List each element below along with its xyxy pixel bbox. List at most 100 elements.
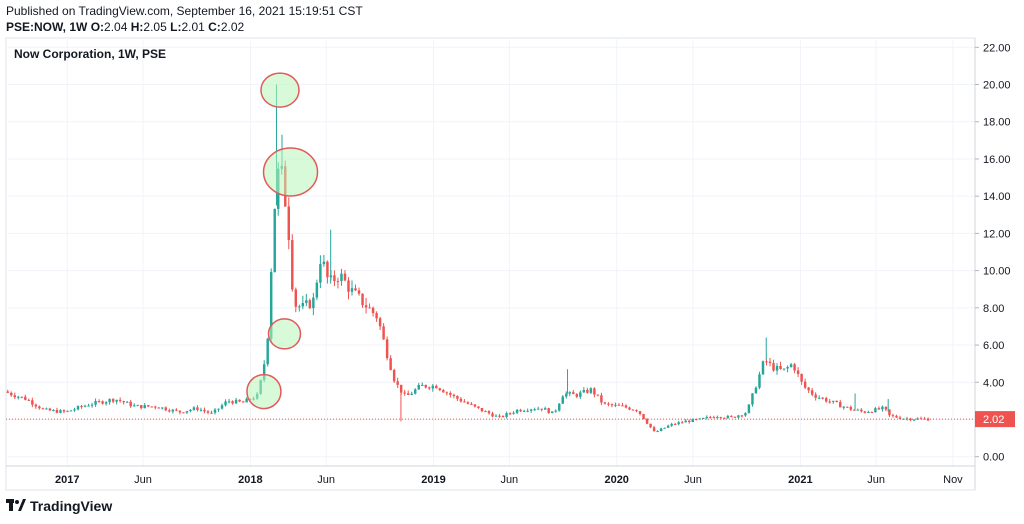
candle-body (673, 423, 677, 425)
time-tick-label: 2018 (238, 474, 262, 486)
time-tick-label: 2017 (55, 474, 79, 486)
symbol-timeframe: PSE:NOW, 1W (6, 20, 88, 34)
candle-body (118, 399, 122, 402)
candle-body (747, 404, 751, 414)
candle-body (614, 404, 617, 406)
candle-body (382, 326, 385, 340)
price-tick-label: 16.00 (983, 154, 1011, 166)
candle-body (909, 418, 912, 421)
candle-body (494, 415, 498, 417)
highlights-layer (246, 72, 319, 410)
candle-body (730, 415, 733, 417)
candle-body (751, 393, 754, 405)
candle-body (519, 409, 522, 412)
candle-body (565, 393, 568, 397)
candle-body (533, 409, 536, 411)
candle-body (438, 388, 442, 391)
price-tick-label: 8.00 (983, 303, 1004, 315)
candle-body (635, 410, 638, 412)
candle-body (199, 409, 203, 411)
candle-body (926, 418, 930, 421)
candle-body (863, 411, 867, 413)
candle-body (122, 401, 125, 403)
candle-body (62, 410, 66, 412)
candle-body (463, 401, 466, 403)
candle-body (624, 405, 628, 408)
candle-body (839, 402, 842, 408)
candle-body (744, 413, 747, 416)
price-axis[interactable]: 22.00 20.00 18.00 16.00 14.00 12.00 10.00 8.00 6… (975, 42, 1011, 464)
candle-body (540, 408, 543, 410)
candle-body (912, 419, 916, 421)
candle-body (347, 280, 350, 292)
candle-body (371, 307, 375, 314)
candle-body (884, 406, 888, 410)
candle-body (178, 410, 182, 413)
candle-body (702, 417, 705, 419)
time-axis[interactable]: 2017 Jun 2018 Jun 2019 Jun 2020 Jun 2021 Jun Nov (55, 474, 963, 486)
candle-body (424, 384, 427, 388)
candle-body (846, 406, 849, 408)
candle-body (192, 407, 196, 410)
candle-body (842, 406, 846, 408)
candle-body (185, 411, 189, 413)
candle-body (150, 406, 154, 408)
price-tick-label: 12.00 (983, 228, 1011, 240)
candle-body (821, 397, 824, 399)
tradingview-brand[interactable]: TradingView (6, 498, 112, 514)
time-tick-label: 2021 (788, 474, 812, 486)
low-label: L: (170, 20, 182, 34)
candle-body (55, 409, 59, 413)
candle-body (403, 392, 406, 394)
candle-body (108, 399, 111, 403)
candle-body (800, 373, 803, 382)
candle-body (129, 401, 132, 407)
candle-body (877, 408, 881, 410)
candle-body (171, 409, 175, 412)
candle-body (849, 406, 853, 410)
candle-body (69, 410, 73, 412)
candle-body (322, 261, 326, 265)
candle-body (140, 405, 143, 409)
candle-body (291, 240, 294, 290)
candle-body (891, 415, 895, 417)
candle-body (368, 307, 371, 309)
candle-body (870, 412, 874, 414)
candle-body (691, 419, 694, 423)
candle-body (740, 415, 744, 417)
candle-body (301, 303, 305, 307)
candle-body (663, 427, 666, 429)
candle-body (628, 407, 631, 410)
candle-body (87, 405, 90, 407)
candle-body (435, 385, 438, 389)
candle-body (828, 401, 831, 403)
candle-body (473, 404, 477, 407)
candle-body (895, 415, 898, 418)
candle-body (807, 387, 810, 391)
candle-body (410, 393, 413, 395)
candle-body (768, 361, 772, 364)
candle-body (543, 408, 547, 410)
price-tick-label: 0.00 (983, 452, 1004, 464)
candle-body (758, 374, 761, 388)
last-price-tag (975, 411, 1015, 428)
candle-body (269, 272, 273, 339)
open-label: O: (90, 20, 105, 34)
candle-body (761, 361, 765, 375)
price-tick-label: 22.00 (983, 42, 1011, 54)
time-tick-label: Jun (867, 474, 885, 486)
candle-body (241, 401, 245, 403)
candle-body (501, 415, 505, 417)
candle-body (733, 416, 737, 418)
candle-body (719, 417, 723, 419)
candle-body (90, 404, 94, 406)
price-tick-label: 4.00 (983, 377, 1004, 389)
candle-body (888, 409, 891, 416)
candle-body (227, 401, 231, 403)
candle-body (645, 419, 649, 424)
open-value: 2.04 (104, 20, 128, 34)
candle-body (881, 406, 884, 410)
candle-body (526, 410, 529, 412)
candle-body (364, 305, 368, 308)
price-chart[interactable]: Now Corporation, 1W, PSE 22.00 20.00 18.00… (0, 0, 1024, 494)
